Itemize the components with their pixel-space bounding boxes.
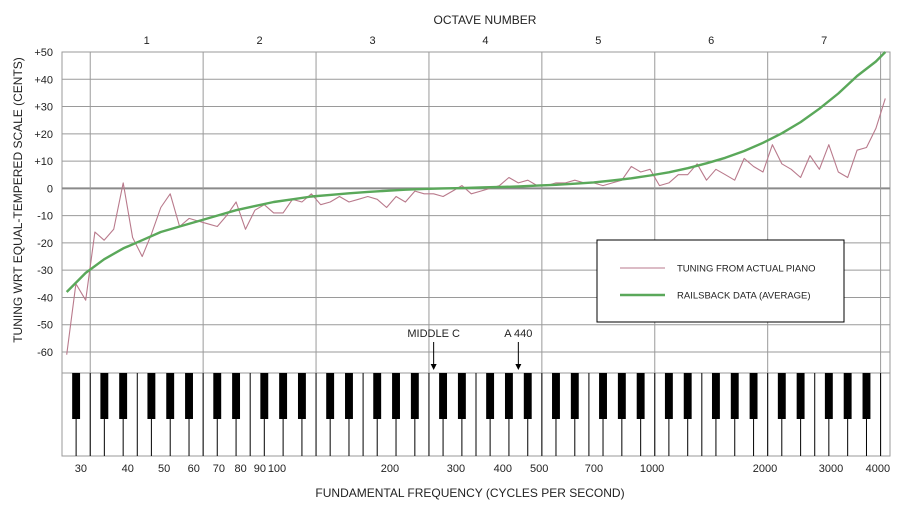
x-tick-label: 4000 (866, 463, 890, 475)
black-key (326, 373, 335, 419)
octave-label: 1 (144, 35, 150, 47)
y-tick-label: +30 (34, 102, 53, 114)
y-tick-label: -60 (37, 347, 53, 359)
series-line-actual-piano (66, 98, 886, 355)
black-key (796, 373, 805, 419)
y-tick-label: -30 (37, 265, 53, 277)
y-tick-label: -10 (37, 211, 53, 223)
black-key (824, 373, 833, 419)
x-tick-label: 30 (75, 463, 87, 475)
black-key (523, 373, 532, 419)
x-tick-label: 40 (122, 463, 134, 475)
black-key (552, 373, 560, 419)
black-key (664, 373, 673, 419)
black-key (345, 373, 353, 419)
octave-label: 3 (369, 35, 375, 47)
black-key (119, 373, 128, 419)
octave-label: 2 (257, 35, 263, 47)
y-tick-label: 0 (47, 183, 53, 195)
legend-label: TUNING FROM ACTUAL PIANO (677, 264, 815, 275)
black-key (297, 373, 306, 419)
black-key (862, 373, 871, 419)
legend-label: RAILSBACK DATA (AVERAGE) (677, 291, 811, 302)
black-key (636, 373, 645, 419)
annotation-arrow-head (515, 364, 522, 370)
black-key (843, 373, 852, 419)
black-key (504, 373, 513, 419)
black-key (279, 373, 288, 419)
series (65, 51, 887, 355)
x-tick-label: 50 (158, 463, 170, 475)
black-key (749, 373, 758, 419)
x-tick-label: 300 (447, 463, 465, 475)
x-tick-label: 1000 (640, 463, 664, 475)
x-tick-label: 90 (254, 463, 266, 475)
x-tick-label: 70 (213, 463, 225, 475)
black-key (232, 373, 241, 419)
x-tick-label: 400 (494, 463, 512, 475)
black-key (439, 373, 448, 419)
x-tick-label: 700 (585, 463, 603, 475)
x-axis-title: FUNDAMENTAL FREQUENCY (CYCLES PER SECOND… (315, 486, 624, 500)
legend-box (596, 239, 845, 323)
piano-keyboard (72, 373, 882, 456)
y-tick-label: +50 (34, 47, 53, 59)
y-tick-label: -20 (37, 238, 53, 250)
octave-label: 6 (708, 35, 714, 47)
black-key (392, 373, 400, 419)
top-axis-title: OCTAVE NUMBER (434, 13, 537, 27)
tick-labels: +50 +40 +30 +20 +10 0 -10 -20 -30 -40 -50 -60 1 2 3 4 5 6… (34, 35, 890, 475)
y-tick-label: +10 (34, 156, 53, 168)
black-key (166, 373, 175, 419)
y-tick-label: -50 (37, 320, 53, 332)
black-key (711, 373, 720, 419)
black-key (185, 373, 193, 419)
y-tick-label: -40 (37, 292, 53, 304)
black-key (72, 373, 81, 419)
x-tick-label: 2000 (753, 463, 777, 475)
x-tick-label: 80 (235, 463, 247, 475)
octave-label: 7 (821, 35, 827, 47)
black-key (457, 373, 466, 419)
x-tick-label: 500 (530, 463, 548, 475)
series-line-railsback (65, 51, 887, 293)
y-tick-label: +20 (34, 129, 53, 141)
octave-label: 5 (595, 35, 601, 47)
black-key (373, 373, 382, 419)
octave-label: 4 (482, 35, 488, 47)
black-key (777, 373, 786, 419)
black-key (147, 373, 156, 419)
legend: TUNING FROM ACTUAL PIANO RAILSBACK DATA (… (596, 239, 845, 323)
annotations: MIDDLE C A 440 (407, 328, 532, 370)
black-key (260, 373, 269, 419)
black-key (570, 373, 579, 419)
black-key (617, 373, 626, 419)
black-key (410, 373, 419, 419)
annotation-label: A 440 (504, 328, 532, 340)
x-tick-label: 60 (188, 463, 200, 475)
x-tick-label: 3000 (819, 463, 843, 475)
x-tick-label: 200 (381, 463, 399, 475)
y-tick-label: +40 (34, 74, 53, 86)
black-key (213, 373, 222, 419)
annotation-arrow-head (430, 364, 437, 370)
black-key (486, 373, 495, 419)
black-key (730, 373, 739, 419)
x-tick-label: 100 (268, 463, 286, 475)
annotation-label: MIDDLE C (407, 328, 460, 340)
black-key (599, 373, 607, 419)
y-axis-title: TUNING WRT EQUAL-TEMPERED SCALE (CENTS) (11, 57, 25, 343)
black-key (683, 373, 692, 419)
black-key (100, 373, 109, 419)
